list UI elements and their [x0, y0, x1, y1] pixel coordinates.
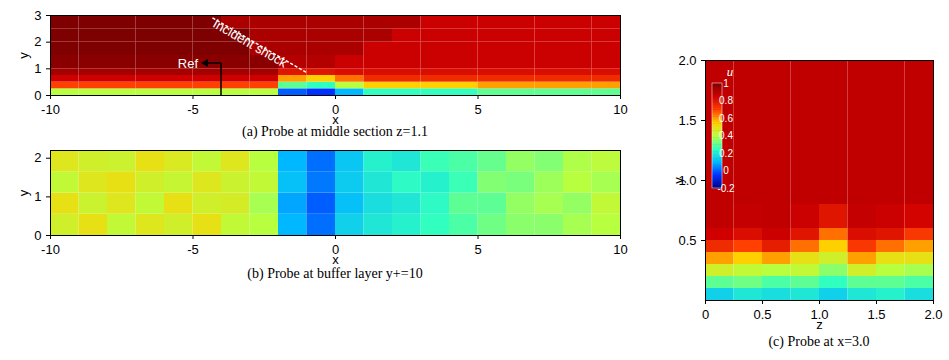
svg-text:y: y	[671, 177, 686, 184]
svg-text:-0.2: -0.2	[717, 183, 735, 194]
svg-text:y: y	[16, 189, 31, 196]
svg-text:2: 2	[34, 34, 41, 49]
svg-text:0.4: 0.4	[719, 130, 733, 141]
svg-text:0.6: 0.6	[719, 113, 733, 124]
svg-text:5: 5	[474, 102, 481, 117]
svg-text:1.5: 1.5	[867, 307, 885, 322]
svg-text:1.0: 1.0	[810, 306, 829, 322]
svg-text:10: 10	[613, 102, 627, 117]
html-text:(b) Probe at buffer layer y+=1: (b) Probe at buffer layer y+=10	[247, 266, 423, 281]
html-text:(a) Probe at middle section z=: (a) Probe at middle section z=1.1	[242, 124, 428, 139]
svg-text:2: 2	[34, 150, 41, 165]
svg-text:10: 10	[613, 242, 627, 257]
svg-text:Incident shock: Incident shock	[210, 16, 290, 71]
svg-text:1: 1	[723, 78, 729, 89]
svg-text:5: 5	[474, 242, 481, 257]
svg-text:-10: -10	[41, 242, 60, 257]
svg-text:z: z	[816, 317, 823, 332]
svg-text:1.5: 1.5	[678, 113, 696, 128]
svg-text:-5: -5	[187, 242, 199, 257]
svg-text:2.0: 2.0	[678, 53, 696, 68]
svg-text:1: 1	[34, 61, 41, 76]
svg-text:y: y	[16, 52, 31, 59]
svg-text:1: 1	[34, 189, 41, 204]
svg-text:0: 0	[34, 228, 41, 243]
svg-text:0.2: 0.2	[719, 148, 733, 159]
svg-text:-10: -10	[41, 102, 60, 117]
svg-text:0.5: 0.5	[753, 307, 771, 322]
svg-text:u: u	[727, 64, 734, 79]
svg-text:0: 0	[331, 101, 340, 117]
svg-text:0.5: 0.5	[678, 233, 696, 248]
svg-text:1.0: 1.0	[678, 172, 697, 188]
svg-text:3: 3	[34, 8, 41, 23]
svg-text:x: x	[332, 111, 339, 127]
svg-text:Ref: Ref	[178, 56, 199, 71]
svg-text:x: x	[332, 252, 339, 267]
svg-text:-5: -5	[187, 102, 199, 117]
svg-text:0: 0	[702, 307, 709, 322]
html-text:(c) Probe at x=3.0: (c) Probe at x=3.0	[768, 334, 870, 349]
svg-text:0: 0	[331, 241, 340, 257]
svg-text:0: 0	[34, 88, 41, 103]
svg-text:0: 0	[723, 165, 729, 176]
svg-text:0.8: 0.8	[719, 95, 733, 106]
svg-text:2.0: 2.0	[924, 307, 942, 322]
